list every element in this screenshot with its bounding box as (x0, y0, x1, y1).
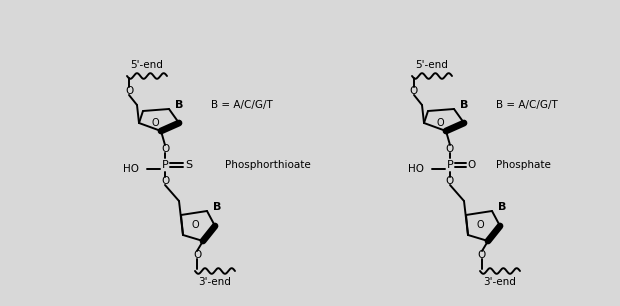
Text: 3'-end: 3'-end (198, 277, 231, 287)
Text: P: P (162, 160, 169, 170)
Text: B: B (498, 202, 506, 212)
Text: O: O (468, 160, 476, 170)
Text: 5'-end: 5'-end (131, 60, 164, 70)
Text: 5'-end: 5'-end (415, 60, 448, 70)
Text: O: O (446, 176, 454, 186)
Text: O: O (436, 118, 444, 128)
Text: B = A/C/G/T: B = A/C/G/T (496, 100, 558, 110)
Text: HO: HO (123, 164, 139, 174)
Text: O: O (193, 250, 201, 260)
Text: O: O (161, 176, 169, 186)
Text: O: O (476, 220, 484, 230)
Text: Phosphate: Phosphate (496, 160, 551, 170)
Text: O: O (478, 250, 486, 260)
Text: O: O (161, 144, 169, 154)
Text: O: O (151, 118, 159, 128)
Text: O: O (410, 86, 418, 96)
Text: B: B (175, 100, 183, 110)
Text: O: O (446, 144, 454, 154)
Text: B = A/C/G/T: B = A/C/G/T (211, 100, 273, 110)
Text: O: O (191, 220, 199, 230)
Text: P: P (446, 160, 453, 170)
Text: HO: HO (408, 164, 424, 174)
Text: B: B (213, 202, 221, 212)
Text: Phosphorthioate: Phosphorthioate (225, 160, 311, 170)
Text: 3'-end: 3'-end (484, 277, 516, 287)
Text: B: B (460, 100, 468, 110)
Text: O: O (125, 86, 133, 96)
Text: S: S (185, 160, 193, 170)
